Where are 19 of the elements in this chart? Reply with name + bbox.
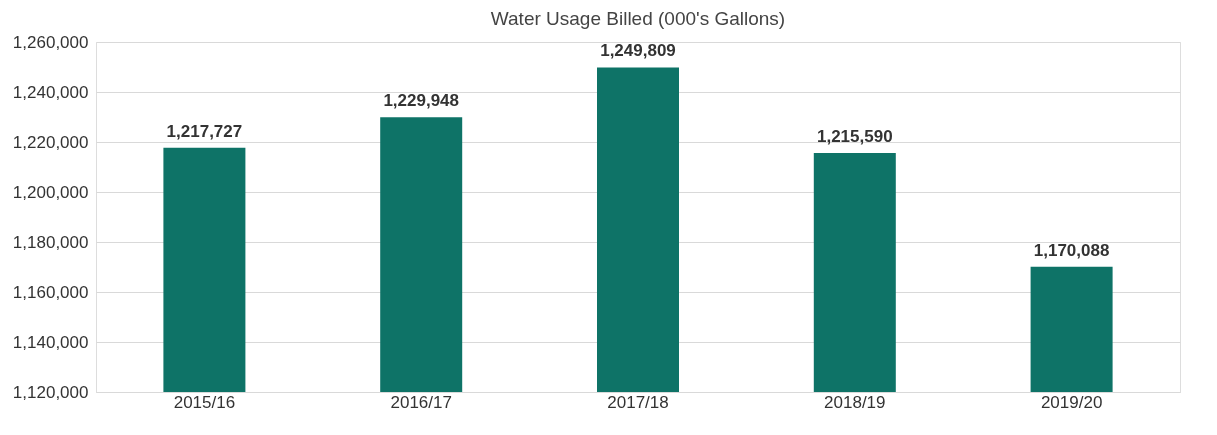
x-tick-label: 2016/17 bbox=[390, 392, 452, 412]
y-tick-label: 1,220,000 bbox=[12, 132, 89, 152]
chart-title: Water Usage Billed (000's Gallons) bbox=[490, 8, 786, 29]
x-tick-label: 2017/18 bbox=[607, 392, 669, 412]
y-tick-label: 1,240,000 bbox=[12, 82, 89, 102]
data-label: 1,217,727 bbox=[166, 121, 243, 141]
y-tick-label: 1,160,000 bbox=[12, 282, 89, 302]
x-tick-label: 2019/20 bbox=[1040, 392, 1103, 412]
y-tick-label: 1,120,000 bbox=[12, 382, 89, 402]
data-label: 1,229,948 bbox=[383, 91, 460, 111]
x-tick-label: 2018/19 bbox=[824, 392, 886, 412]
data-label: 1,249,809 bbox=[600, 41, 676, 61]
data-label: 1,170,088 bbox=[1033, 240, 1110, 260]
data-label: 1,215,590 bbox=[816, 127, 893, 147]
y-tick-label: 1,200,000 bbox=[12, 182, 89, 202]
y-tick-label: 1,260,000 bbox=[12, 32, 89, 52]
x-tick-label: 2015/16 bbox=[173, 392, 236, 412]
y-tick-label: 1,180,000 bbox=[12, 232, 89, 252]
y-tick-label: 1,140,000 bbox=[12, 332, 89, 352]
